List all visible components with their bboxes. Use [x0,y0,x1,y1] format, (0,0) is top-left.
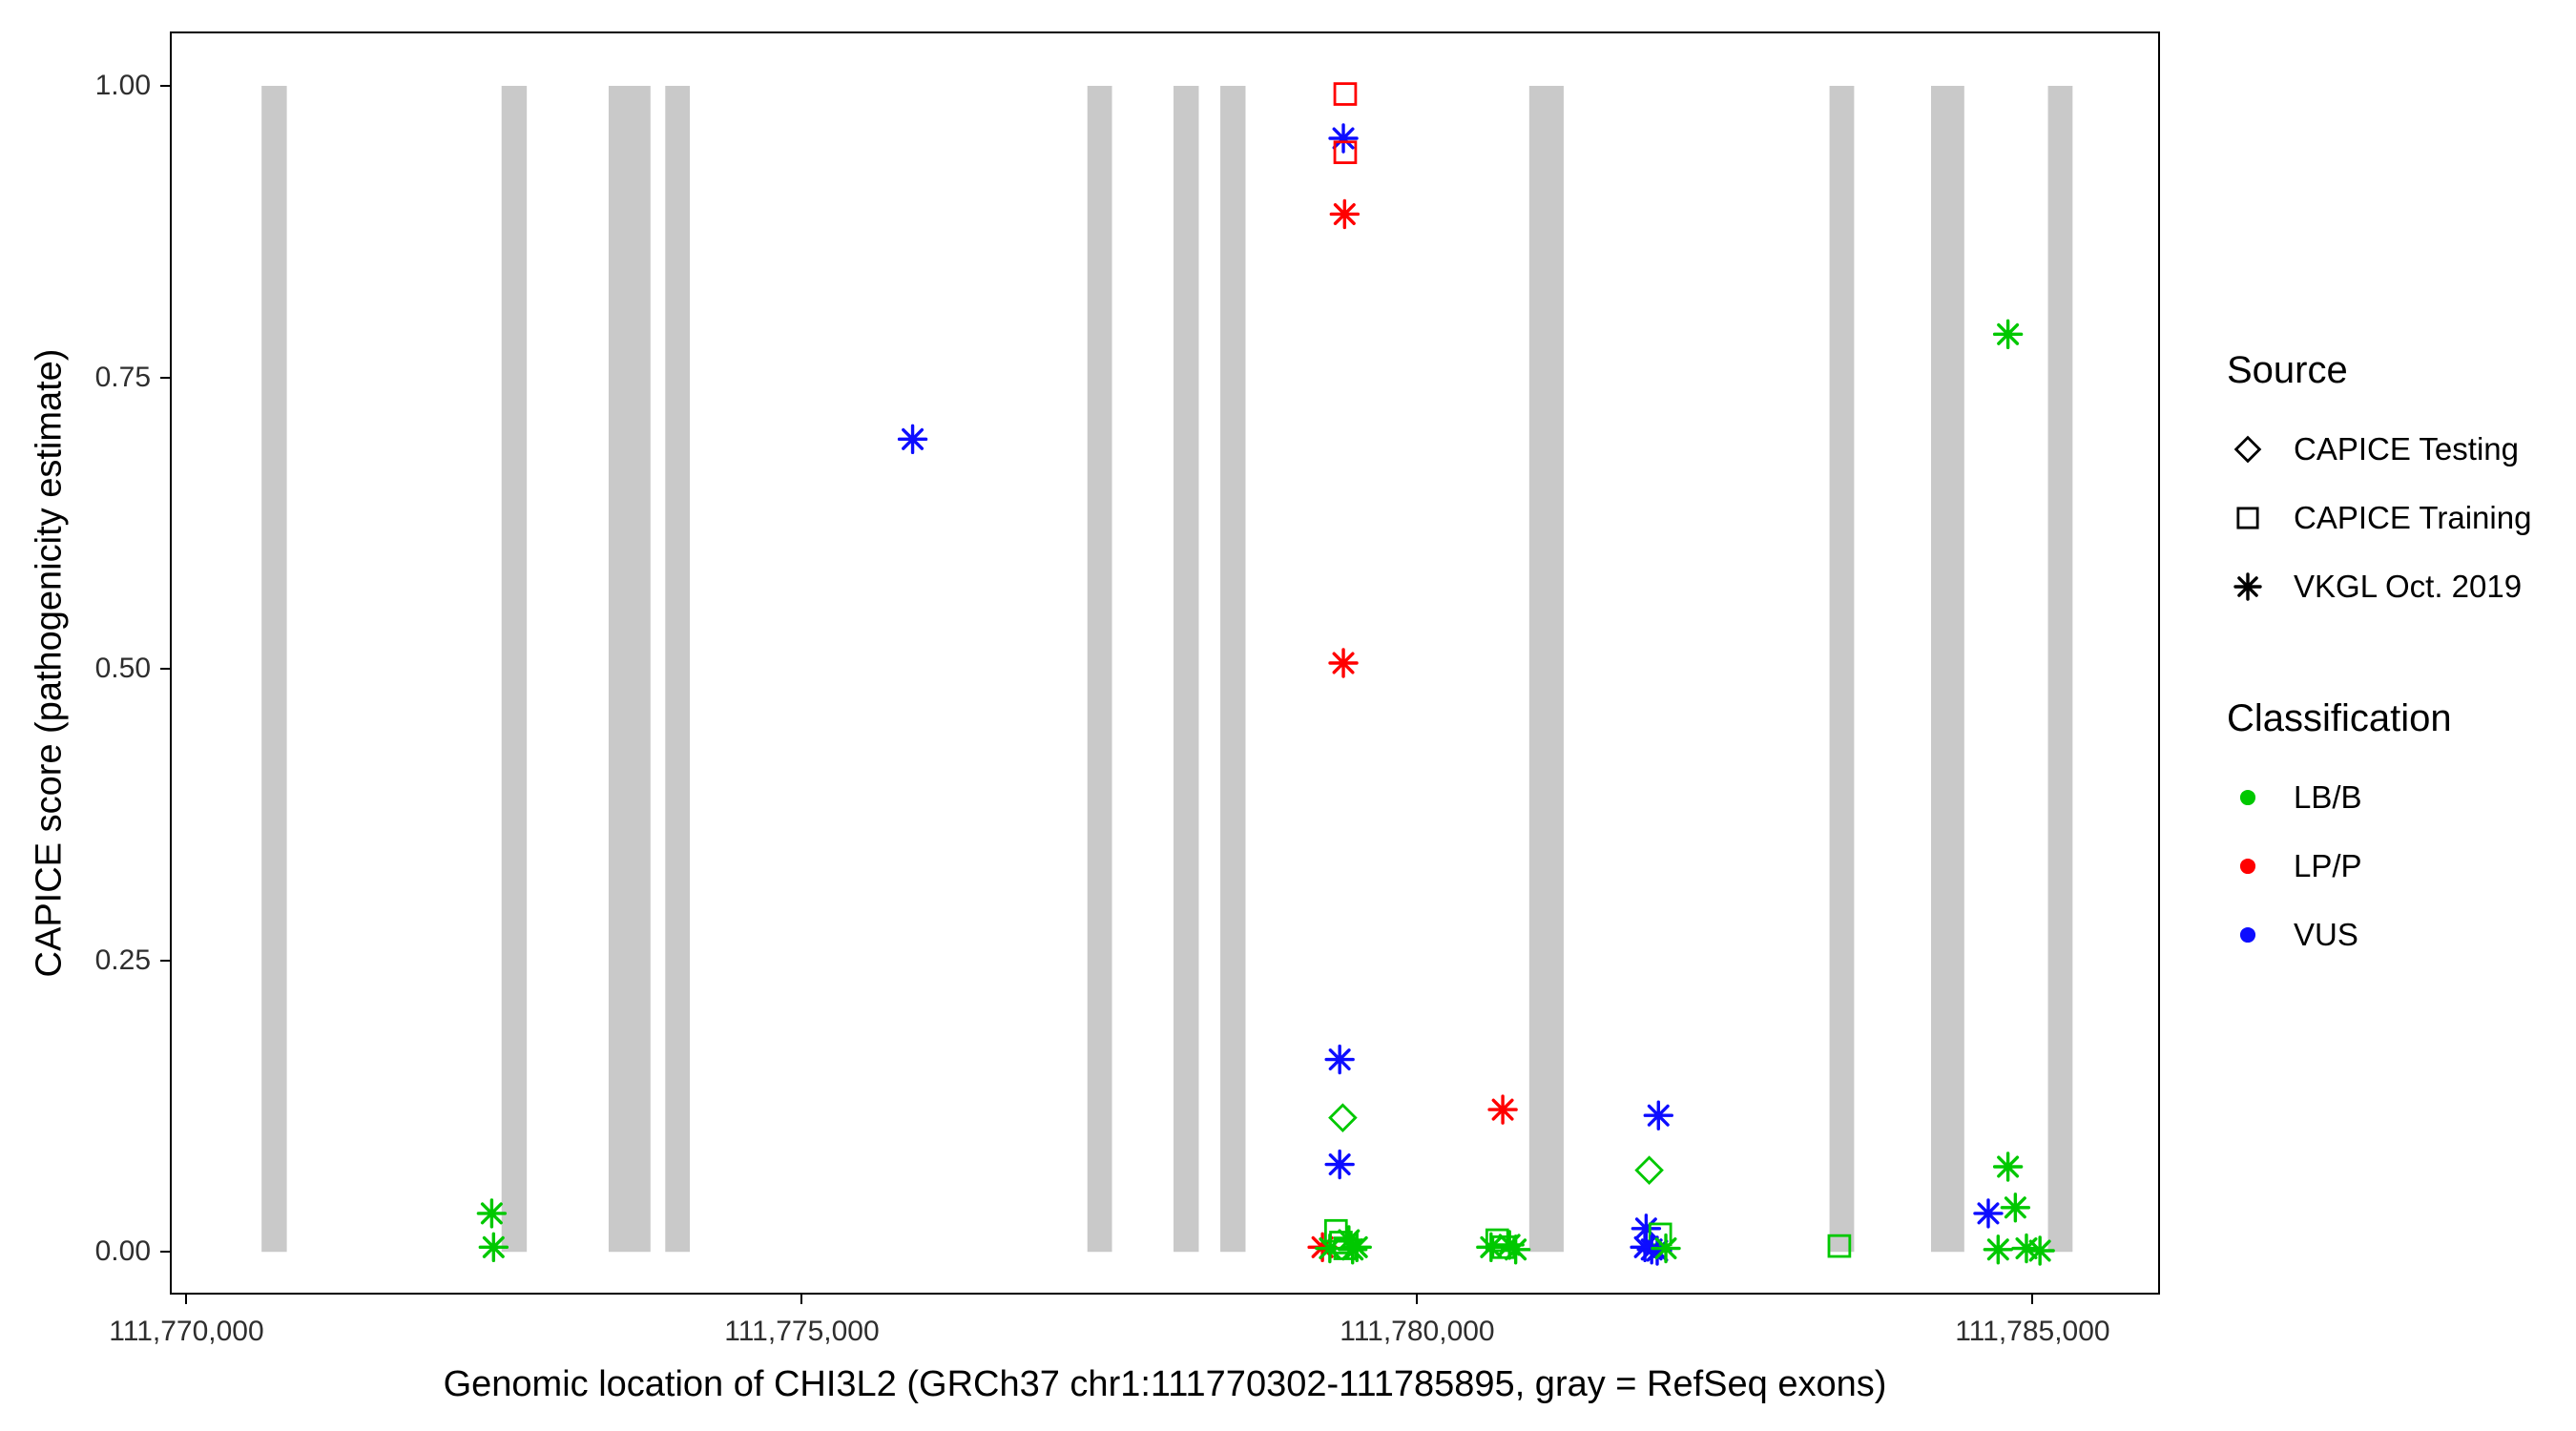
y-tick-label: 0.75 [94,361,151,393]
data-point-asterisk [1324,1149,1355,1180]
data-point-asterisk [1630,1232,1660,1263]
legend-item-lp-p: LP/P [2227,832,2531,901]
data-point-asterisk [1992,1151,2024,1182]
data-point-asterisk [1329,198,1361,230]
exon-bar [1220,86,1246,1253]
data-point-asterisk [1642,1235,1672,1266]
legend-item-label: LP/P [2294,848,2362,883]
y-tick-mark [160,376,170,379]
data-point-asterisk [1973,1198,2004,1229]
legend-classification-items: LB/B LP/P VUS [2227,763,2531,969]
data-point-diamond [1634,1155,1664,1185]
legend-item-vus: VUS [2227,901,2531,969]
data-point-asterisk [478,1232,509,1263]
x-tick-mark [185,1295,188,1304]
legend-item-diamond: CAPICE Testing [2227,415,2531,484]
x-axis-title: Genomic location of CHI3L2 (GRCh37 chr1:… [443,1364,1887,1404]
exon-bar [2047,86,2073,1253]
exon-bar [608,86,651,1253]
exon-bar [1528,86,1564,1253]
data-point-square [1827,1234,1852,1258]
data-point-diamond [1328,1103,1358,1132]
legend-classification-title: Classification [2227,697,2452,739]
data-point-asterisk [1631,1213,1662,1244]
data-point-asterisk [1487,1094,1518,1125]
data-point-asterisk [1651,1233,1681,1264]
data-point-asterisk [1500,1234,1531,1265]
legend-source-items: CAPICE Testing CAPICE Training VKGL Oct. 2… [2227,415,2531,621]
exon-bar [501,86,528,1253]
data-point-asterisk [1643,1100,1673,1130]
x-tick-label: 111,770,000 [109,1316,264,1347]
y-tick-mark [160,959,170,962]
legend-item-asterisk: VKGL Oct. 2019 [2227,552,2531,621]
data-point-asterisk [1324,1044,1355,1075]
y-tick-label: 0.25 [94,944,151,976]
y-tick-mark [160,1251,170,1254]
data-point-asterisk [2011,1233,2042,1264]
data-point-asterisk [2025,1235,2055,1266]
plot-panel [170,31,2160,1295]
legend-item-label: LB/B [2294,779,2362,815]
data-point-asterisk [1476,1232,1506,1263]
data-point-asterisk [1983,1234,2014,1265]
x-tick-label: 111,785,000 [1955,1316,2110,1347]
asterisk-icon [2233,572,2262,601]
exon-bar [665,86,691,1253]
data-point-asterisk [476,1198,508,1229]
data-point-asterisk [2000,1192,2031,1223]
y-tick-mark [160,668,170,671]
plot-area [261,82,2073,1266]
legend: Source CAPICE Testing CAPICE Training VKGL… [2227,349,2531,969]
legend-item-square: CAPICE Training [2227,484,2531,552]
legend-item-label: VKGL Oct. 2019 [2294,569,2523,604]
exon-bar [1829,86,1855,1253]
y-tick-label: 0.50 [94,653,151,685]
diamond-icon [2233,435,2262,464]
data-point-asterisk [897,424,928,455]
x-tick-label: 111,775,000 [724,1316,880,1347]
y-tick-label: 0.00 [94,1235,151,1268]
data-point-asterisk [1341,1232,1372,1263]
y-tick-label: 1.00 [94,70,151,101]
dot-icon [2239,789,2256,806]
x-tick-label: 111,780,000 [1340,1316,1495,1347]
y-axis-title: CAPICE score (pathogenicity estimate) [29,348,70,978]
square-icon [2236,507,2259,529]
exon-bar [1087,86,1112,1253]
x-tick-mark [2031,1295,2034,1304]
legend-item-label: CAPICE Training [2294,500,2532,535]
exon-bar [1174,86,1199,1253]
data-point-asterisk [1328,123,1359,154]
x-tick-mark [800,1295,803,1304]
legend-item-label: CAPICE Testing [2294,431,2519,467]
data-point-square [1333,82,1358,106]
legend-item-lb-b: LB/B [2227,763,2531,832]
exon-bar [1931,86,1964,1253]
data-point-asterisk [1992,319,2024,350]
data-point-asterisk [1328,648,1359,678]
exon-bar [261,86,287,1253]
x-tick-mark [1416,1295,1419,1304]
y-tick-mark [160,85,170,87]
data-point-square [1333,140,1358,164]
legend-item-label: VUS [2294,917,2358,952]
legend-source-title: Source [2227,349,2348,391]
dot-icon [2239,858,2256,875]
dot-icon [2239,926,2256,944]
